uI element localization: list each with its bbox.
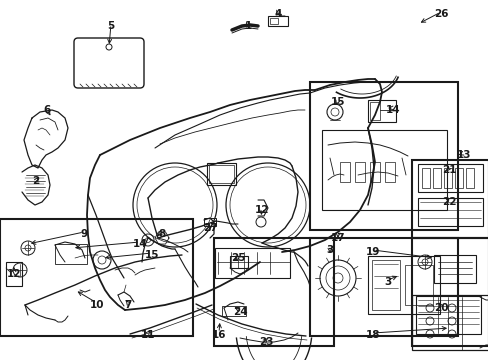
Text: 18: 18 [365,330,380,340]
Text: 3: 3 [384,277,391,287]
Text: 20: 20 [433,303,447,313]
Bar [321,130,446,210]
Text: 1: 1 [244,21,251,31]
Text: 6: 6 [43,105,51,115]
Text: 8: 8 [158,229,165,239]
Text: 3: 3 [325,245,333,255]
Bar [367,256,439,314]
Bar [208,165,234,183]
Text: 4: 4 [274,9,281,19]
Text: 16: 16 [211,330,226,340]
Bar [454,168,462,188]
Bar [339,162,349,182]
Bar [432,168,440,188]
Bar [417,164,482,192]
Bar [411,238,488,346]
Text: 17: 17 [330,233,345,243]
Text: 12: 12 [254,205,269,215]
Bar [369,102,379,120]
Bar [267,16,287,26]
Bar [0,219,193,336]
Bar [309,238,457,336]
Bar [215,248,289,278]
Text: 10: 10 [90,300,104,310]
Bar [443,168,451,188]
Bar [369,162,379,182]
Text: 12: 12 [7,269,21,279]
Bar [411,160,488,238]
Bar [411,295,488,350]
Text: 19: 19 [365,247,379,257]
Bar [269,18,278,24]
Text: 14: 14 [132,239,147,249]
Bar [465,168,473,188]
Bar [354,162,364,182]
Text: 27: 27 [202,223,217,233]
Bar [222,306,245,316]
Text: 15: 15 [144,250,159,260]
Text: 11: 11 [141,330,155,340]
Bar [367,100,395,122]
Bar [404,265,432,305]
Bar [229,256,247,268]
Text: 13: 13 [456,150,470,160]
Text: 5: 5 [107,21,114,31]
Text: 2: 2 [32,176,40,186]
Bar [421,168,429,188]
Text: 9: 9 [80,229,87,239]
Bar [214,238,333,346]
Bar [384,162,394,182]
Text: 21: 21 [441,165,455,175]
Bar [6,262,22,286]
Text: 24: 24 [232,307,247,317]
Bar [433,255,475,283]
Text: 22: 22 [441,197,455,207]
Text: 7: 7 [124,300,131,310]
Text: 15: 15 [330,97,345,107]
Bar [417,198,482,226]
Text: 23: 23 [258,337,273,347]
Text: 25: 25 [230,253,245,263]
Bar [203,218,216,226]
Text: 26: 26 [433,9,447,19]
Text: 14: 14 [385,105,400,115]
Bar [55,244,87,264]
Bar [371,260,399,310]
Bar [206,163,236,185]
Bar [309,82,457,230]
Bar [415,296,480,334]
